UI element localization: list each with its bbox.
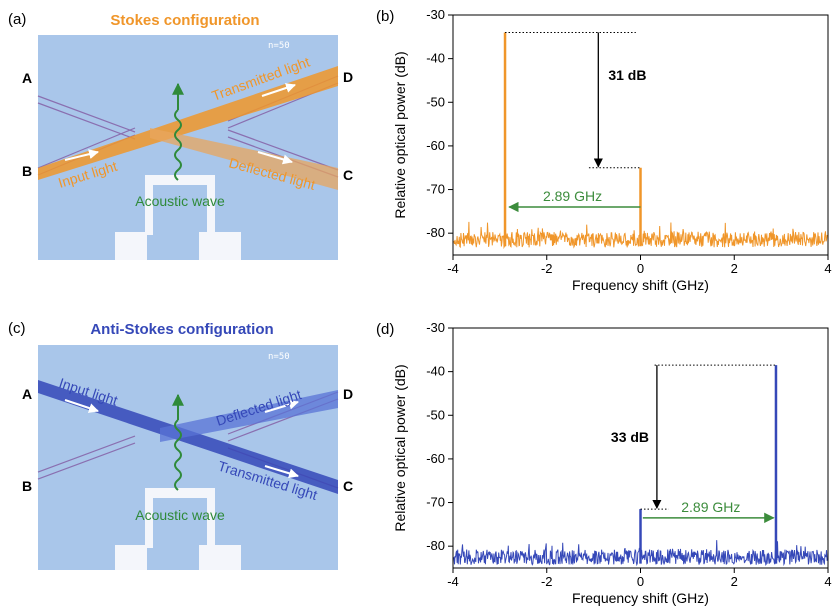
b-x-tick-label: 0 — [637, 261, 644, 276]
chart-b-ticks: -4 -2 0 2 4 -30 -40 -50 -60 -70 -80 — [426, 7, 831, 276]
chart-d-plot-frame — [452, 327, 829, 569]
panel-a-input-beam — [38, 66, 338, 180]
d-y-tick-label: -70 — [426, 495, 445, 510]
chart-d-difference-label: 33 dB — [611, 429, 649, 445]
b-x-tick-label: -4 — [447, 261, 459, 276]
panel-a-deflected-beam — [150, 128, 338, 190]
b-y-tick-label: -40 — [426, 51, 445, 66]
panel-c-transducer — [115, 488, 241, 570]
d-y-tick-label: -40 — [426, 364, 445, 379]
chart-b-y-axis-label: Relative optical power (dB) — [392, 51, 408, 218]
b-y-tick-label: -50 — [426, 94, 445, 109]
panel-a-port-a: A — [22, 70, 32, 86]
panel-c-micrograph — [38, 345, 338, 570]
chart-d-shift-label: 2.89 GHz — [681, 499, 740, 515]
chart-d-x-axis-label: Frequency shift (GHz) — [572, 590, 709, 606]
panel-c-deflected-arrow — [264, 399, 299, 413]
panel-c-title: Anti-Stokes configuration — [90, 321, 273, 338]
panel-c-port-a: A — [22, 386, 32, 402]
chart-b-shift-label: 2.89 GHz — [543, 188, 602, 204]
panel-c-input-arrow — [64, 399, 99, 413]
panel-a-transducer — [115, 175, 241, 260]
d-y-tick-label: -50 — [426, 407, 445, 422]
d-y-tick-label: -60 — [426, 451, 445, 466]
d-x-tick-label: 2 — [731, 574, 738, 589]
d-x-tick-label: -2 — [541, 574, 553, 589]
panel-a-port-c: C — [343, 167, 353, 183]
d-x-tick-label: -4 — [447, 574, 459, 589]
panel-a-input-arrow — [64, 149, 99, 161]
b-x-tick-label: -2 — [541, 261, 553, 276]
b-y-tick-label: -60 — [426, 138, 445, 153]
panel-a-title: Stokes configuration — [110, 12, 259, 29]
panel-a: (a) Stokes configuration n=50 Input ligh… — [8, 11, 353, 260]
panel-c-acoustic-wave-icon — [174, 419, 182, 491]
panel-c: (c) Anti-Stokes configuration n=50 Input… — [8, 320, 353, 570]
b-x-tick-label: 2 — [731, 261, 738, 276]
panel-a-letter: (a) — [8, 11, 26, 28]
panel-a-acoustic-wave-icon — [174, 109, 182, 181]
d-y-tick-label: -80 — [426, 538, 445, 553]
chart-b: (b) -4 -2 0 2 4 -30 -40 -50 -60 -70 -80 31 dB 2.89… — [376, 7, 832, 293]
chart-b-x-axis-label: Frequency shift (GHz) — [572, 277, 709, 293]
panel-a-deflected-arrow — [257, 151, 293, 165]
chart-b-plot-frame — [452, 14, 829, 256]
chart-b-letter: (b) — [376, 8, 394, 25]
d-x-tick-label: 0 — [637, 574, 644, 589]
panel-a-scale-text: n=50 — [268, 41, 290, 51]
chart-b-difference-label: 31 dB — [608, 67, 646, 83]
panel-c-port-b: B — [22, 478, 32, 494]
chart-d-y-axis-label: Relative optical power (dB) — [392, 364, 408, 531]
panel-a-acoustic-label: Acoustic wave — [135, 193, 225, 209]
b-y-tick-label: -30 — [426, 7, 445, 22]
panel-c-input-beam — [38, 380, 338, 494]
b-y-tick-label: -70 — [426, 182, 445, 197]
panel-a-port-b: B — [22, 163, 32, 179]
panel-a-port-d: D — [343, 69, 353, 85]
panel-a-transmitted-arrow — [261, 83, 296, 97]
b-y-tick-label: -80 — [426, 225, 445, 240]
chart-d: (d) -4 -2 0 2 4 -30 -40 -50 -60 -70 -80 33 dB 2.89… — [376, 320, 832, 606]
panel-c-acoustic-label: Acoustic wave — [135, 507, 225, 523]
panel-c-port-d: D — [343, 386, 353, 402]
chart-d-ticks: -4 -2 0 2 4 -30 -40 -50 -60 -70 -80 — [426, 320, 831, 589]
d-y-tick-label: -30 — [426, 320, 445, 335]
panel-c-scale-text: n=50 — [268, 352, 290, 362]
b-x-tick-label: 4 — [824, 261, 831, 276]
panel-c-transmitted-arrow — [264, 465, 299, 479]
panel-c-letter: (c) — [8, 320, 26, 337]
panel-c-port-c: C — [343, 478, 353, 494]
d-x-tick-label: 4 — [824, 574, 831, 589]
chart-d-letter: (d) — [376, 321, 394, 338]
